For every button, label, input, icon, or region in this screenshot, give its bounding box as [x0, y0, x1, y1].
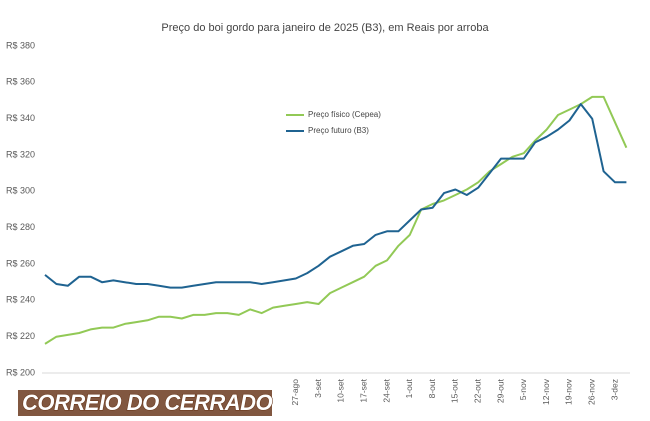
y-tick-label: R$ 360	[6, 77, 35, 87]
y-tick-label: R$ 200	[6, 367, 35, 377]
x-tick-label: 3-set	[313, 378, 323, 398]
y-tick-label: R$ 300	[6, 186, 35, 196]
x-tick-label: 26-nov	[586, 378, 596, 405]
x-tick-label: 10-set	[336, 378, 346, 402]
series-line	[44, 103, 627, 289]
x-tick-label: 12-nov	[541, 378, 551, 405]
x-tick-label: 19-nov	[564, 378, 574, 405]
x-tick-label: 24-set	[381, 378, 391, 402]
chart-title: Preço do boi gordo para janeiro de 2025 …	[161, 22, 489, 34]
y-tick-label: R$ 340	[6, 113, 35, 123]
y-tick-label: R$ 240	[6, 295, 35, 305]
y-tick-label: R$ 260	[6, 258, 35, 268]
x-tick-label: 27-ago	[290, 379, 300, 406]
y-tick-label: R$ 320	[6, 149, 35, 159]
watermark: CORREIO DO CERRADO	[22, 390, 273, 415]
legend-label: Preço físico (Cepea)	[308, 110, 381, 119]
x-tick-label: 17-set	[358, 378, 368, 402]
watermark-bg	[18, 390, 272, 416]
x-tick-label: 1-out	[404, 378, 414, 398]
y-tick-label: R$ 220	[6, 331, 35, 341]
x-tick-label: 22-out	[472, 378, 482, 403]
x-tick-label: 3-dez	[609, 379, 619, 400]
x-tick-label: 5-nov	[518, 378, 528, 400]
y-tick-label: R$ 280	[6, 222, 35, 232]
x-tick-label: 29-out	[495, 378, 505, 403]
legend-label: Preço futuro (B3)	[308, 126, 369, 135]
x-tick-label: 15-out	[450, 378, 460, 403]
x-tick-label: 8-out	[427, 378, 437, 398]
y-tick-label: R$ 380	[6, 40, 35, 50]
series-line	[44, 95, 628, 345]
